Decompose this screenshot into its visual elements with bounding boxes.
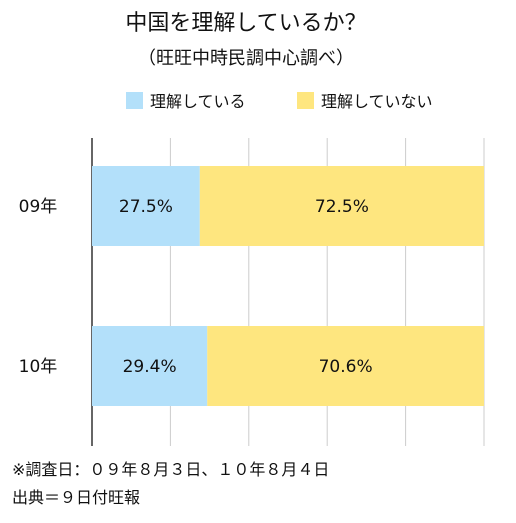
bar-1-0 (92, 326, 208, 406)
category-labels: 09年 10年 (19, 197, 58, 377)
data-label-1-0: 29.4% (123, 357, 177, 377)
data-label-0-1: 72.5% (315, 197, 369, 217)
bar-0-0 (92, 166, 200, 246)
data-label-0-0: 27.5% (119, 197, 173, 217)
footnote-source: 出典＝９日付旺報 (12, 488, 140, 507)
category-label-0: 09年 (19, 197, 58, 217)
legend: 理解している 理解していない (126, 92, 433, 111)
legend-label-1: 理解していない (321, 92, 433, 111)
data-label-1-1: 70.6% (319, 357, 373, 377)
bar-0-1 (199, 166, 485, 246)
bar-1-1 (207, 326, 485, 406)
chart-subtitle: （旺旺中時民調中心調べ） (138, 48, 354, 69)
bars: 27.5% 72.5% 29.4% 70.6% (92, 166, 485, 406)
footnote-survey-dates: ※調査日：０９年８月３日、１０年８月４日 (12, 460, 329, 479)
chart-title: 中国を理解しているか？ (125, 11, 366, 36)
legend-swatch-1 (297, 92, 314, 109)
category-label-1: 10年 (19, 357, 58, 377)
legend-label-0: 理解している (150, 92, 246, 111)
legend-swatch-0 (126, 92, 143, 109)
